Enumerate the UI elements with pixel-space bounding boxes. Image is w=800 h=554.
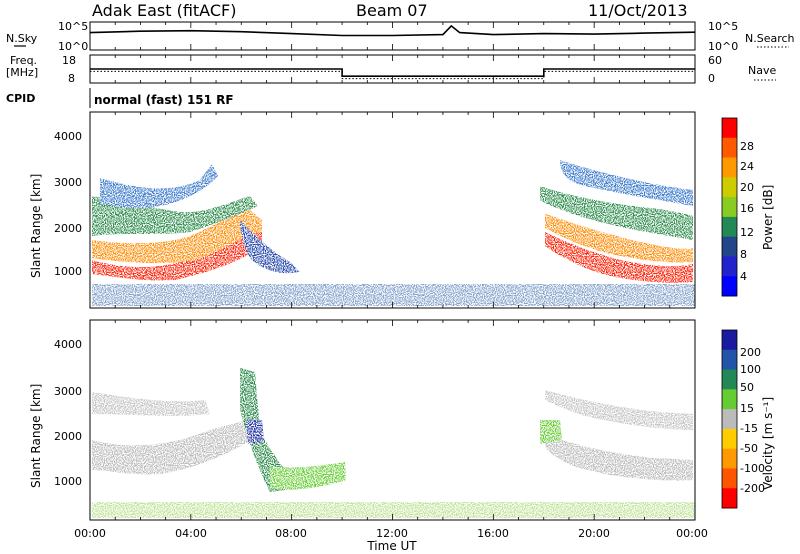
power-ytick-2000: 2000 — [54, 222, 82, 235]
beam-title: Beam 07 — [356, 1, 428, 20]
noise-right-tick-top: 10^5 — [708, 20, 738, 33]
x-tick-label-0: 00:00 — [74, 527, 106, 540]
power-ytick-4000: 4000 — [54, 130, 82, 143]
velocity-colorbar-swatch-7 — [722, 468, 737, 489]
velocity-ylabel: Slant Range [km] — [29, 384, 43, 488]
freq-right-tick-top: 60 — [708, 54, 722, 67]
velocity-cbar-tick-2: 50 — [740, 381, 754, 394]
power-ground-band — [92, 284, 695, 306]
date-title: 11/Oct/2013 — [588, 1, 688, 20]
velocity-colorbar-swatch-6 — [722, 448, 737, 469]
velocity-blob-left-upper — [92, 392, 210, 416]
velocity-blob-mid-blue — [246, 420, 264, 444]
power-cbar-tick-2: 20 — [740, 181, 754, 194]
nave-line — [90, 70, 695, 80]
power-colorbar-swatch-8 — [722, 276, 737, 297]
power-blob-left-mid — [92, 210, 262, 264]
nave-label: Nave — [748, 64, 776, 77]
power-colorbar-swatch-6 — [722, 236, 737, 257]
power-blob-mid-tail — [240, 220, 300, 274]
noise-left-tick-top: 10^5 — [58, 20, 88, 33]
power-colorbar-swatch-4 — [722, 197, 737, 218]
velocity-colorbar-swatch-4 — [722, 409, 737, 430]
power-cbar-tick-6: 4 — [740, 270, 747, 283]
x-tick-label-3: 12:00 — [376, 527, 408, 540]
velocity-blob-right-green — [540, 420, 562, 444]
velocity-ytick-4000: 4000 — [54, 338, 82, 351]
velocity-ytick-2000: 2000 — [54, 430, 82, 443]
power-colorbar-label: Power [dB] — [761, 185, 775, 250]
x-tick-label-2: 08:00 — [275, 527, 307, 540]
noise-left-tick-bottom: 10^0 — [58, 40, 88, 53]
freq-left-tick-bottom: 8 — [68, 72, 75, 85]
power-cbar-tick-3: 16 — [740, 202, 754, 215]
x-tick-label-5: 20:00 — [578, 527, 610, 540]
cpid-mode-text: normal (fast) 151 RF — [94, 93, 234, 107]
noise-sky-line — [89, 24, 696, 37]
power-ylabel: Slant Range [km] — [29, 174, 43, 278]
velocity-cbar-tick-5: -50 — [740, 442, 758, 455]
power-scatter-layer — [92, 160, 695, 306]
power-colorbar-swatch-1 — [722, 137, 737, 158]
velocity-colorbar-swatch-8 — [722, 488, 737, 509]
x-tick-label-6: 00:00 — [676, 527, 708, 540]
velocity-cbar-tick-4: -15 — [740, 422, 758, 435]
x-tick-label-4: 16:00 — [477, 527, 509, 540]
power-colorbar-swatch-5 — [722, 216, 737, 238]
power-cbar-tick-0: 28 — [740, 140, 754, 153]
freq-label: Freq. — [10, 54, 37, 67]
power-cbar-tick-1: 24 — [740, 160, 754, 173]
velocity-colorbar-frame — [721, 329, 738, 509]
velocity-colorbar-swatch-1 — [722, 349, 737, 370]
freq-right-tick-bottom: 0 — [708, 72, 715, 85]
velocity-colorbar — [722, 330, 737, 509]
x-tick-label-1: 04:00 — [175, 527, 207, 540]
velocity-cbar-tick-6: -100 — [740, 462, 765, 475]
velocity-cbar-tick-0: 200 — [740, 346, 761, 359]
velocity-blob-mid-tail — [240, 368, 300, 492]
power-colorbar-swatch-0 — [722, 118, 737, 139]
power-ytick-1000: 1000 — [54, 265, 82, 278]
power-colorbar-swatch-2 — [722, 157, 737, 178]
velocity-cbar-tick-3: 15 — [740, 402, 754, 415]
velocity-colorbar-swatch-0 — [722, 330, 737, 351]
velocity-colorbar-swatch-2 — [722, 369, 737, 390]
velocity-ground-band — [92, 502, 695, 518]
velocity-scatter-layer — [92, 368, 695, 518]
power-cbar-tick-4: 12 — [740, 226, 754, 239]
power-colorbar-frame — [721, 117, 738, 297]
velocity-blob-green — [270, 462, 346, 490]
power-blob-right-mid — [545, 214, 693, 263]
velocity-colorbar-swatch-5 — [722, 428, 737, 450]
power-colorbar-swatch-3 — [722, 177, 737, 198]
velocity-ytick-3000: 3000 — [54, 385, 82, 398]
freq-unit-label: [MHz] — [6, 66, 38, 79]
velocity-colorbar-swatch-3 — [722, 389, 737, 410]
power-blob-right-upper — [540, 186, 693, 240]
freq-left-tick-top: 18 — [62, 54, 76, 67]
cpid-label: CPID — [6, 92, 35, 105]
power-colorbar-swatch-7 — [722, 256, 737, 277]
velocity-cbar-tick-7: -200 — [740, 482, 765, 495]
x-tick-marks — [89, 22, 696, 520]
power-blob-left-top — [100, 164, 218, 209]
x-axis-label: Time UT — [366, 539, 417, 553]
power-ytick-3000: 3000 — [54, 176, 82, 189]
velocity-colorbar-label: Velocity [m s⁻¹] — [761, 397, 775, 490]
noise-right-tick-bottom: 10^0 — [708, 40, 738, 53]
velocity-blob-left — [92, 418, 252, 475]
velocity-ytick-1000: 1000 — [54, 475, 82, 488]
freq-line — [90, 68, 695, 77]
power-blob-right-top — [560, 160, 693, 206]
station-title: Adak East (fitACF) — [92, 1, 236, 20]
velocity-blob-right-upper — [545, 390, 693, 430]
nsky-label: N.Sky — [6, 32, 38, 45]
power-colorbar — [722, 118, 737, 297]
velocity-blob-right — [545, 434, 693, 481]
nsearch-label: N.Search — [745, 32, 795, 45]
velocity-cbar-tick-1: 100 — [740, 363, 761, 376]
power-cbar-tick-5: 8 — [740, 248, 747, 261]
power-blob-right-core — [545, 232, 693, 283]
